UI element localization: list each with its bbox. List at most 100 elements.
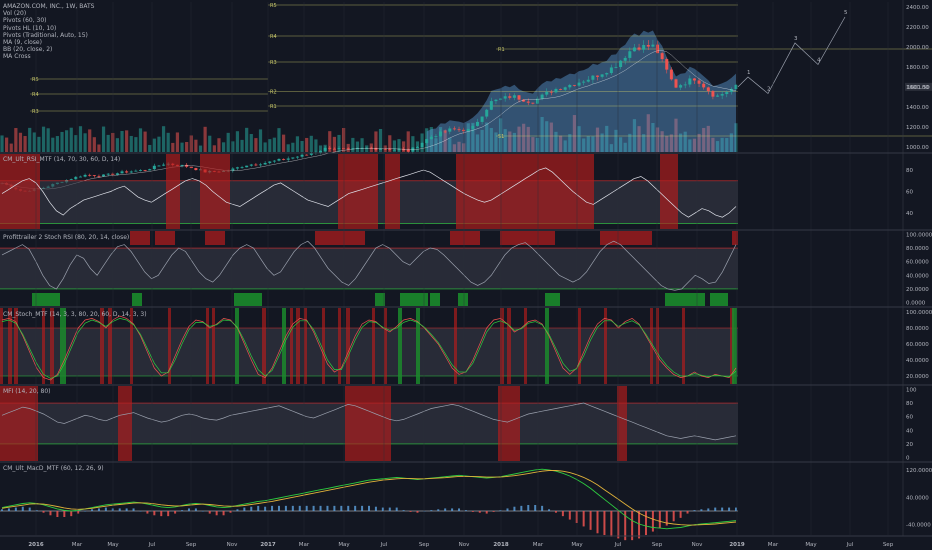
macd-histogram-bar — [125, 508, 128, 511]
volume-bar — [522, 123, 526, 152]
macd-histogram-bar — [402, 510, 405, 511]
wave-projection — [737, 16, 846, 95]
macd-histogram-bar — [686, 511, 689, 514]
macd-histogram-bar — [638, 511, 641, 539]
y-tick-label: 40.0000 — [906, 495, 929, 501]
volume-bar — [725, 138, 729, 152]
y-tick-label: 20.0000 — [906, 287, 929, 293]
candle-body — [157, 165, 161, 167]
volume-bar — [332, 136, 336, 152]
macd-histogram-bar — [735, 507, 737, 511]
volume-bar — [14, 128, 18, 152]
volume-bar — [305, 137, 309, 152]
volume-bar — [51, 137, 55, 152]
volume-bar — [568, 134, 572, 152]
candle-body — [78, 176, 82, 178]
y-tick-label: 20 — [906, 442, 913, 448]
volume-bar — [498, 118, 503, 152]
candle-body — [720, 94, 724, 96]
x-tick-label: 2017 — [260, 542, 275, 548]
volume-bar — [69, 127, 73, 152]
macd-histogram-bar — [104, 507, 107, 511]
macd-histogram-bar — [451, 508, 454, 511]
candle-body — [425, 139, 429, 143]
x-tick-label: May — [338, 542, 350, 548]
candle-body — [522, 99, 526, 102]
y-tick-label: 80 — [906, 401, 913, 407]
volume-bar — [475, 134, 480, 152]
volume-bar — [115, 138, 120, 152]
volume-bar — [637, 126, 641, 152]
overbought-zone — [130, 308, 133, 384]
volume-bar — [32, 132, 36, 152]
candle-body — [559, 89, 563, 90]
volume-bar — [660, 131, 664, 152]
macd-histogram-bar — [617, 511, 620, 539]
candle-body — [605, 73, 609, 75]
oversold-zone — [398, 308, 402, 384]
volume-bar — [545, 121, 549, 152]
pivot-label: R1 — [270, 104, 277, 110]
macd-histogram-bar — [388, 507, 391, 511]
price-panel: R5R4R3R5R4R3R2R1R1S1123451601.502400.002… — [0, 3, 932, 192]
candle-body — [697, 80, 701, 84]
candle-body — [129, 171, 133, 173]
volume-bar — [166, 132, 170, 152]
volume-bar — [378, 128, 383, 152]
candle-body — [545, 91, 549, 95]
candle-body — [97, 175, 101, 177]
volume-bar — [549, 122, 553, 152]
macd-histogram-bar — [305, 505, 308, 511]
candle-body — [434, 136, 438, 138]
volume-bar — [632, 119, 637, 152]
volume-bar — [438, 127, 443, 152]
candle-body — [337, 148, 341, 149]
candle-body — [563, 87, 567, 90]
macd-line — [1, 468, 737, 530]
macd-histogram-bar — [513, 506, 516, 511]
macd-histogram-bar — [423, 511, 426, 512]
volume-bar — [406, 131, 410, 152]
volume-bar — [281, 134, 286, 152]
volume-bar — [309, 135, 313, 152]
volume-bar — [702, 127, 706, 152]
legend-bb: BB (20, close, 2) — [3, 46, 53, 54]
macd-histogram-bar — [63, 511, 66, 517]
candle-body — [415, 147, 419, 149]
x-tick-label: Sep — [186, 542, 197, 548]
y-tick-label: 100 — [906, 387, 917, 393]
series-line — [1, 318, 737, 379]
candle-body — [517, 95, 521, 100]
volume-bar — [152, 138, 156, 152]
pivot-label: R5 — [32, 77, 39, 83]
candle-body — [162, 164, 166, 166]
macd-histogram-bar — [541, 505, 544, 511]
y-tick-label: 1600.00 — [906, 85, 929, 91]
candle-body — [291, 157, 295, 159]
candle-body — [577, 82, 581, 86]
candle-body — [277, 158, 281, 161]
volume-bar — [217, 138, 221, 152]
overbought-strip — [315, 231, 365, 245]
volume-bar — [609, 144, 613, 152]
volume-bar — [328, 131, 332, 152]
oversold-zone — [416, 308, 420, 384]
macd-histogram-bar — [84, 511, 87, 512]
volume-bar — [78, 126, 83, 152]
volume-bar — [360, 138, 364, 152]
macd-histogram-bar — [42, 511, 45, 513]
overbought-zone — [524, 308, 527, 384]
volume-bar — [452, 144, 457, 152]
macd-histogram-bar — [672, 511, 675, 522]
volume-bar — [448, 137, 452, 152]
overbought-zone — [384, 308, 387, 384]
macd-histogram-bar — [132, 508, 135, 511]
oversold-strip — [545, 293, 560, 306]
volume-bar — [37, 136, 41, 152]
y-tick-label: 40 — [906, 211, 913, 217]
x-tick-label: Mar — [299, 542, 310, 548]
oversold-zone — [60, 308, 66, 384]
volume-bar — [618, 137, 623, 152]
y-tick-label: 2000.00 — [906, 45, 929, 51]
overbought-zone — [338, 154, 378, 229]
